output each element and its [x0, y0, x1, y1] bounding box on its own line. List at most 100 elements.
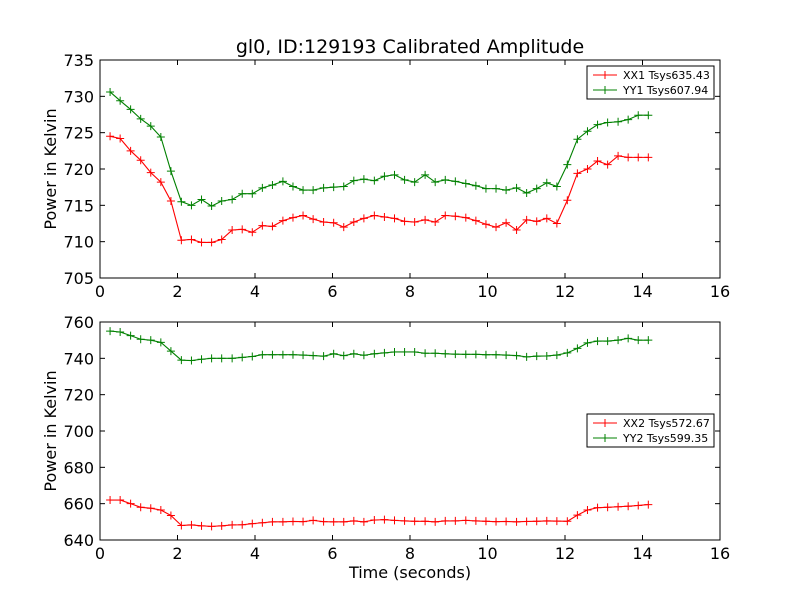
data-point: [400, 347, 409, 356]
y-tick-label: 720: [63, 386, 94, 405]
data-point: [421, 349, 430, 358]
data-point: [146, 168, 155, 177]
data-point: [207, 238, 216, 247]
data-point: [614, 151, 623, 160]
data-point: [644, 500, 653, 509]
data-point: [258, 518, 267, 527]
data-point: [136, 114, 145, 123]
legend-label: XX2 Tsys572.67: [623, 417, 710, 430]
data-point: [573, 169, 582, 178]
data-point: [522, 352, 531, 361]
data-point: [502, 517, 511, 526]
data-point: [563, 160, 572, 169]
data-point: [126, 331, 135, 340]
data-point: [299, 351, 308, 360]
x-tick-label: 2: [172, 544, 182, 563]
data-point: [451, 516, 460, 525]
data-point: [624, 115, 633, 124]
data-point: [380, 348, 389, 357]
data-point: [614, 336, 623, 345]
legend-marker: [601, 419, 609, 427]
data-point: [309, 516, 318, 525]
data-point: [532, 184, 541, 193]
legend-marker: [601, 86, 609, 94]
legend: XX2 Tsys572.67 YY2 Tsys599.35: [586, 413, 715, 448]
data-point: [512, 183, 521, 192]
data-point: [461, 213, 470, 222]
data-point: [207, 202, 216, 211]
data-point: [634, 501, 643, 510]
data-point: [370, 176, 379, 185]
data-point: [228, 354, 237, 363]
data-point: [268, 517, 277, 526]
data-point: [512, 517, 521, 526]
data-point: [146, 336, 155, 345]
data-point: [563, 517, 572, 526]
data-point: [614, 502, 623, 511]
data-point: [156, 178, 165, 187]
data-point: [156, 338, 165, 347]
x-tick-label: 6: [327, 282, 337, 301]
data-point: [421, 170, 430, 179]
data-point: [583, 127, 592, 136]
data-point: [339, 517, 348, 526]
legend-box: [586, 65, 715, 100]
y-tick-label: 640: [63, 531, 94, 550]
data-point: [156, 506, 165, 515]
figure-title: gl0, ID:129193 Calibrated Amplitude: [236, 36, 584, 58]
data-point: [380, 515, 389, 524]
data-point: [207, 522, 216, 531]
data-point: [146, 122, 155, 131]
data-point: [410, 517, 419, 526]
data-point: [593, 337, 602, 346]
x-tick-label: 6: [327, 544, 337, 563]
data-point: [319, 352, 328, 361]
data-point: [166, 347, 175, 356]
data-point: [481, 517, 490, 526]
data-point: [563, 196, 572, 205]
x-tick-label: 10: [477, 282, 497, 301]
data-point: [471, 216, 480, 225]
data-point: [217, 196, 226, 205]
data-point: [563, 348, 572, 357]
data-point: [573, 344, 582, 353]
data-point: [136, 503, 145, 512]
data-point: [116, 496, 125, 505]
data-point: [624, 334, 633, 343]
data-point: [593, 157, 602, 166]
data-point: [542, 516, 551, 525]
data-point: [116, 327, 125, 336]
data-point: [400, 516, 409, 525]
y-axis-label: Power in Kelvin: [41, 108, 60, 229]
data-point: [278, 517, 287, 526]
data-point: [583, 165, 592, 173]
data-point: [471, 350, 480, 359]
x-tick-label: 0: [95, 544, 105, 563]
data-point: [359, 175, 368, 184]
data-point: [187, 356, 196, 365]
data-point: [217, 521, 226, 530]
y-tick-label: 760: [63, 313, 94, 332]
x-tick-label: 16: [710, 282, 730, 301]
data-point: [471, 516, 480, 525]
data-point: [359, 351, 368, 360]
data-point: [329, 218, 338, 227]
data-point: [197, 238, 206, 247]
data-point: [461, 350, 470, 359]
data-point: [634, 153, 643, 162]
data-point: [136, 335, 145, 344]
data-point: [106, 87, 115, 96]
data-point: [238, 189, 247, 198]
y-tick-label: 700: [63, 422, 94, 441]
data-point: [359, 214, 368, 223]
data-point: [278, 177, 287, 186]
data-point: [461, 516, 470, 525]
data-point: [177, 521, 186, 530]
data-point: [309, 186, 318, 195]
data-point: [299, 517, 308, 526]
data-point: [197, 521, 206, 530]
top-panel: 0 2 4 6 8 10 12 14 16 705 710 715 720 725 730 735 Power …: [41, 51, 730, 301]
data-point: [197, 355, 206, 364]
data-point: [166, 511, 175, 520]
data-point: [339, 223, 348, 232]
